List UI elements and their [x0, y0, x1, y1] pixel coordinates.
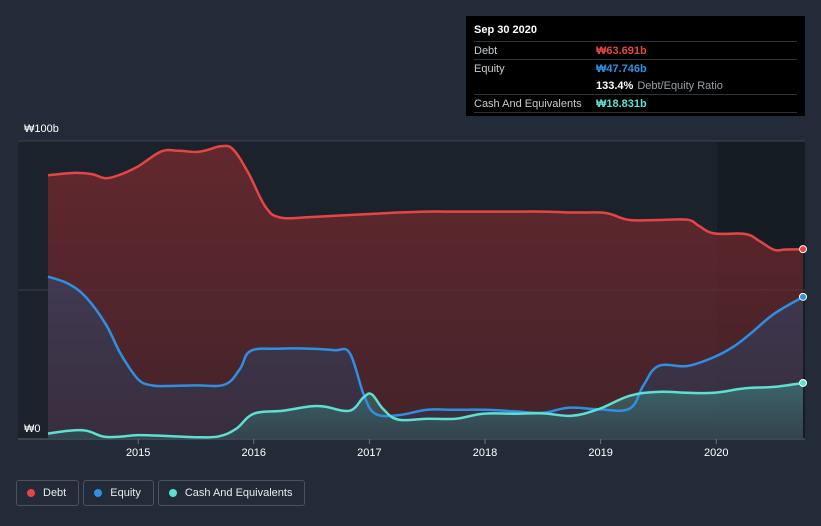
tooltip-label-cash: Cash And Equivalents: [474, 97, 582, 110]
legend-dot-cash: [168, 489, 177, 497]
legend-label-equity: Equity: [110, 487, 141, 499]
y-tick-label-bottom: ₩0: [24, 423, 41, 435]
legend: Debt Equity Cash And Equivalents: [16, 480, 306, 506]
legend-label-debt: Debt: [43, 487, 67, 499]
endpoint-cash-and-equivalents[interactable]: [799, 378, 807, 387]
legend-item-debt[interactable]: Debt: [16, 480, 80, 506]
endpoint-debt[interactable]: [799, 245, 807, 254]
area-debt: [48, 145, 803, 439]
legend-item-cash[interactable]: Cash And Equivalents: [157, 480, 306, 506]
tooltip-row-cash: Cash And Equivalents ₩18.831b: [474, 94, 797, 113]
tooltip-value-ratio: 133.4%: [596, 79, 634, 92]
x-tick-label: 2017: [357, 447, 381, 459]
tooltip: Sep 30 2020 Debt ₩63.691b Equity ₩47.746…: [466, 16, 805, 116]
series-areas: [48, 145, 803, 439]
x-axis-ticks: 2015 2016 2017 2018 2019 2020: [126, 439, 729, 459]
endpoint-equity[interactable]: [799, 292, 807, 301]
tooltip-date: Sep 30 2020: [474, 24, 537, 36]
x-tick-label: 2018: [473, 447, 497, 459]
tooltip-label-equity: Equity: [474, 62, 505, 75]
y-tick-label-top: ₩100b: [24, 123, 59, 135]
tooltip-value-debt: ₩63.691b: [596, 44, 647, 57]
series-lines: [47, 144, 804, 439]
tooltip-value-equity: ₩47.746b: [596, 62, 647, 75]
tooltip-ratio-caption: Debt/Equity Ratio: [637, 79, 723, 92]
legend-dot-equity: [94, 489, 103, 497]
series-endpoints: [799, 245, 807, 387]
tooltip-label-debt: Debt: [474, 44, 498, 57]
line-equity[interactable]: [47, 275, 804, 418]
area-equity: [48, 276, 803, 439]
x-tick-label: 2016: [242, 447, 266, 459]
tooltip-row-ratio: 133.4% Debt/Equity Ratio: [474, 77, 797, 94]
x-tick-label: 2019: [588, 447, 612, 459]
legend-label-cash: Cash And Equivalents: [184, 487, 293, 499]
area-cash-and-equivalents: [48, 383, 803, 439]
x-tick-label: 2015: [126, 447, 150, 459]
x-tick-label: 2020: [704, 447, 728, 459]
line-cash-and-equivalents[interactable]: [47, 381, 804, 439]
tooltip-row-equity: Equity ₩47.746b: [474, 59, 797, 77]
legend-item-equity[interactable]: Equity: [83, 480, 154, 506]
tooltip-value-cash: ₩18.831b: [596, 97, 647, 110]
legend-dot-debt: [27, 489, 35, 497]
tooltip-row-debt: Debt ₩63.691b: [474, 41, 797, 59]
line-debt[interactable]: [47, 144, 804, 252]
